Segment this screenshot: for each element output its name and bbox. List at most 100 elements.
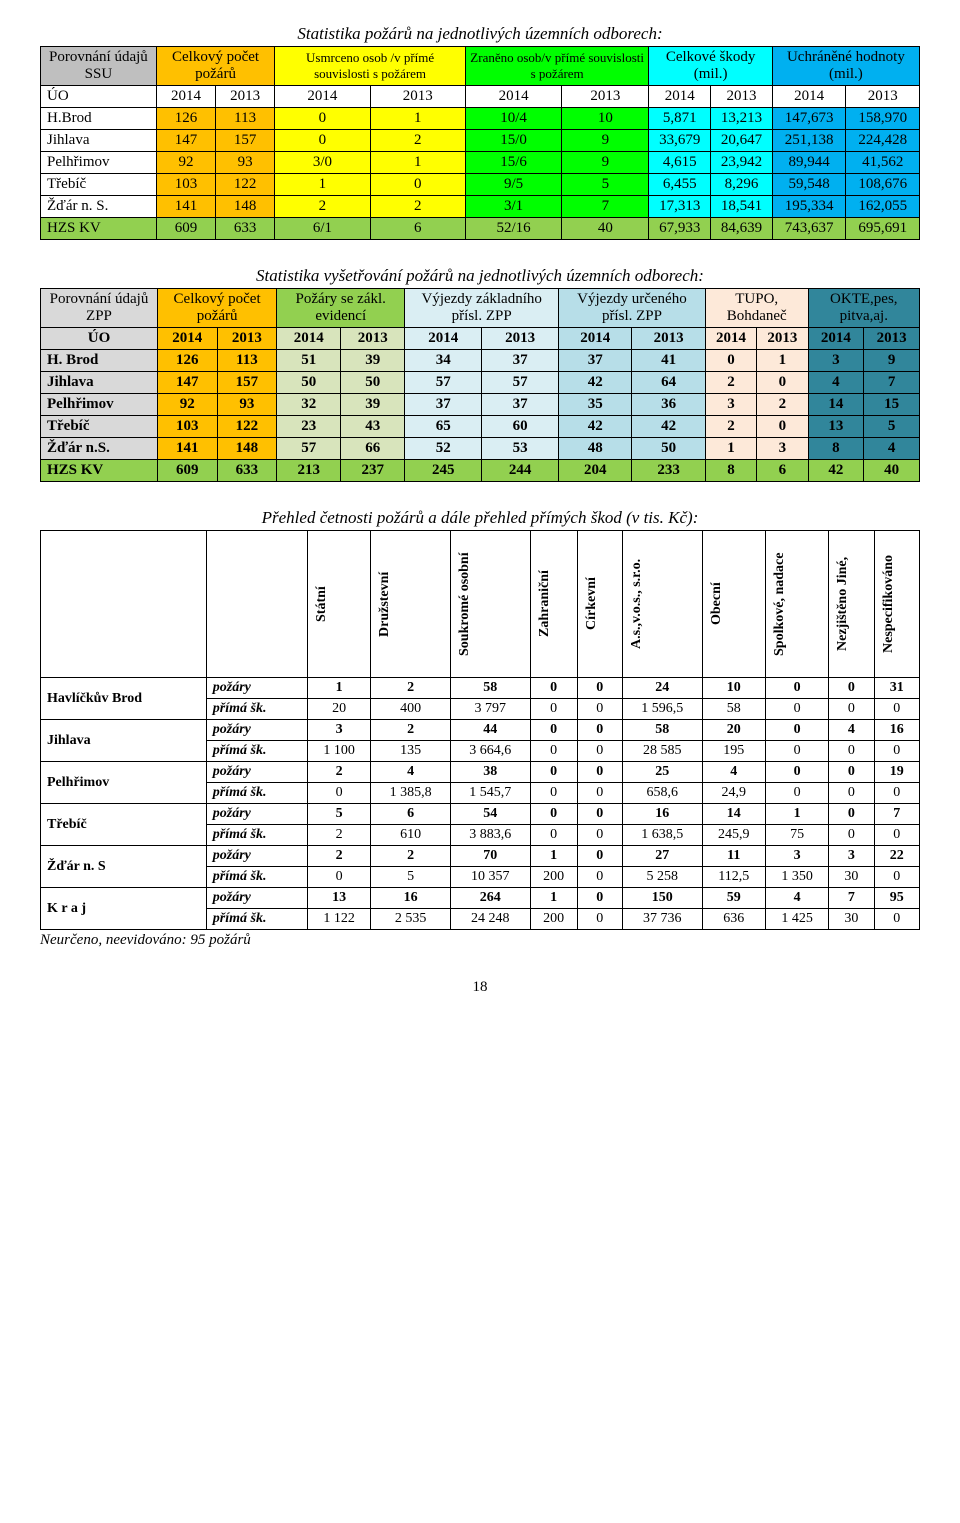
t3-cell: 44 [450,720,530,741]
t3-cell: 0 [577,825,622,846]
t3-col-nezjisteno: Nezjištěno Jiné, [829,531,874,678]
t3-cell: 4 [765,888,828,909]
t1-cell: 609 [156,218,215,240]
t3-cell: 6 [371,804,451,825]
t3-col-zahranicni: Zahraniční [530,531,577,678]
t1-cell: 13,213 [711,108,773,130]
t3-cell: 0 [307,867,370,888]
t2-cell: 3 [808,350,864,372]
t3-sub-primask: přímá šk. [206,825,307,846]
t1-cell: 33,679 [649,130,711,152]
t3-cell: 0 [577,741,622,762]
t3-cell: 0 [829,804,874,825]
t3-cell: 0 [874,741,919,762]
t3-cell: 0 [577,762,622,783]
t1-cell: 633 [216,218,275,240]
t3-sub-pozary: požáry [206,762,307,783]
t3-sub-pozary: požáry [206,678,307,699]
t3-cell: 112,5 [702,867,765,888]
t3-sub-pozary: požáry [206,888,307,909]
t1-cell: 2 [370,130,465,152]
t2-cell: 37 [405,394,482,416]
t3-sub-primask: přímá šk. [206,699,307,720]
t3-sub-primask: přímá šk. [206,741,307,762]
t3-cell: 3 664,6 [450,741,530,762]
t1-cell: 0 [370,174,465,196]
t2-cell: 126 [157,350,217,372]
t3-cell: 11 [702,846,765,867]
t2-cell: 64 [632,372,705,394]
t2-rowlabel: Třebíč [41,416,158,438]
page-number: 18 [40,979,920,996]
t2-cell: 65 [405,416,482,438]
t1-cell: 1 [275,174,370,196]
t3-cell: 10 357 [450,867,530,888]
t3-cell: 7 [829,888,874,909]
year-cell: 2014 [277,328,341,350]
t2-cell: 66 [341,438,405,460]
t1-cell: 89,944 [772,152,846,174]
t3-cell: 58 [450,678,530,699]
t3-cell: 1 [307,678,370,699]
t2-cell: 147 [157,372,217,394]
t2-cell: 4 [808,372,864,394]
hdr-ssu-uchranene: Uchráněné hodnoty (mil.) [772,47,919,86]
t3-cell: 658,6 [622,783,702,804]
t3-cell: 3 [307,720,370,741]
year-cell: 2013 [711,86,773,108]
t3-cell: 0 [577,678,622,699]
t1-cell: 5 [562,174,649,196]
t2-rowlabel: Jihlava [41,372,158,394]
t3-cell: 0 [577,804,622,825]
t2-cell: 50 [341,372,405,394]
t3-cell: 0 [577,699,622,720]
t1-cell: 224,428 [846,130,920,152]
t3-cell: 16 [874,720,919,741]
t3-cell: 0 [874,825,919,846]
t2-cell: 60 [482,416,559,438]
t3-cell: 0 [530,804,577,825]
t3-cell: 1 122 [307,909,370,930]
t1-cell: 126 [156,108,215,130]
t2-cell: 42 [808,460,864,482]
t2-cell: 23 [277,416,341,438]
t2-cell: 9 [864,350,920,372]
t3-group-label: Jihlava [41,720,207,762]
uo-label: ÚO [41,86,157,108]
t3-cell: 1 596,5 [622,699,702,720]
t1-cell: 15/6 [465,152,561,174]
t2-cell: 36 [632,394,705,416]
t3-group-label: Pelhřimov [41,762,207,804]
t3-col-nespec: Nespecifikováno [874,531,919,678]
t3-cell: 20 [702,720,765,741]
t2-cell: 57 [277,438,341,460]
t2-cell: 35 [559,394,632,416]
t1-rowlabel: Jihlava [41,130,157,152]
t3-cell: 3 [829,846,874,867]
t2-cell: 57 [482,372,559,394]
t1-cell: 41,562 [846,152,920,174]
t3-sub-pozary: požáry [206,804,307,825]
t3-cell: 20 [307,699,370,720]
t3-sub-primask: přímá šk. [206,867,307,888]
t1-cell: 23,942 [711,152,773,174]
t3-cell: 75 [765,825,828,846]
t3-cell: 636 [702,909,765,930]
t3-cell: 195 [702,741,765,762]
t3-cell: 0 [829,678,874,699]
t3-cell: 24,9 [702,783,765,804]
t3-cell: 150 [622,888,702,909]
t3-group-label: Havlíčkův Brod [41,678,207,720]
t2-cell: 39 [341,350,405,372]
t1-cell: 84,639 [711,218,773,240]
year-cell: 2013 [217,328,277,350]
t3-cell: 0 [765,699,828,720]
t1-cell: 6,455 [649,174,711,196]
t2-cell: 0 [705,350,756,372]
t1-cell: 195,334 [772,196,846,218]
t1-cell: 67,933 [649,218,711,240]
t1-rowlabel: H.Brod [41,108,157,130]
year-cell: 2013 [562,86,649,108]
year-cell: 2013 [632,328,705,350]
t3-cell: 4 [702,762,765,783]
